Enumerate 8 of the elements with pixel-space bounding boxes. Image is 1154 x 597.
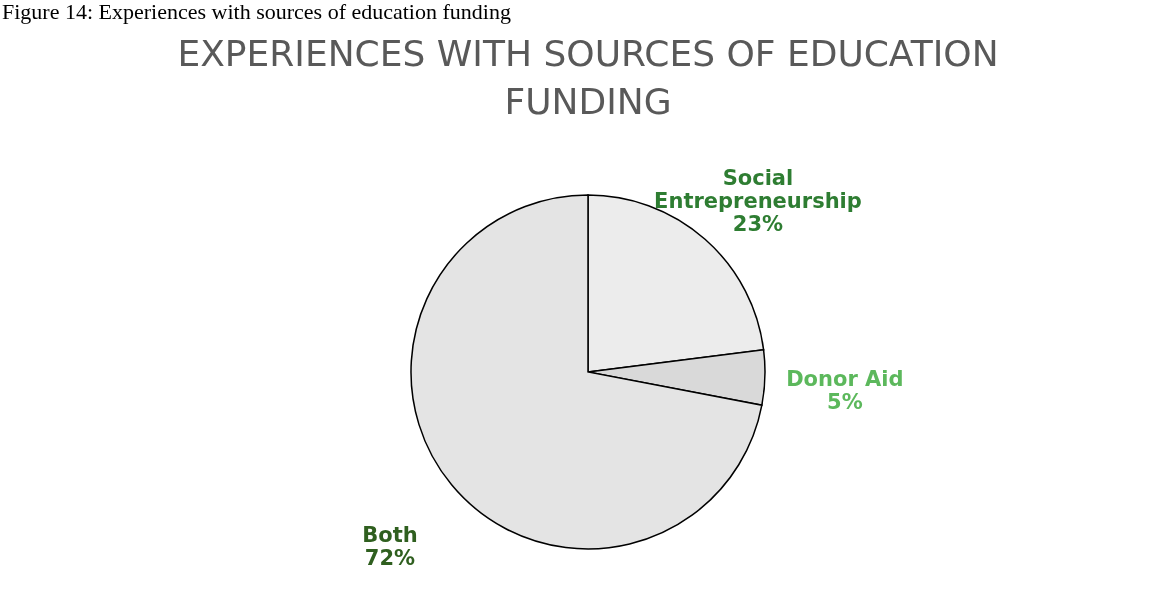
- slice-label: Social Entrepreneurship: [654, 166, 862, 214]
- data-label: 5%: [827, 390, 863, 415]
- chart-title: EXPERIENCES WITH SOURCES OF EDUCATION FUNDING: [177, 33, 999, 122]
- data-label: 23%: [732, 212, 784, 237]
- slice-label: Donor Aid: [786, 367, 904, 392]
- caption: Figure 14: Experiences with sources of education funding: [2, 0, 511, 24]
- slice-label: Both: [362, 522, 418, 547]
- data-label: 72%: [364, 545, 416, 570]
